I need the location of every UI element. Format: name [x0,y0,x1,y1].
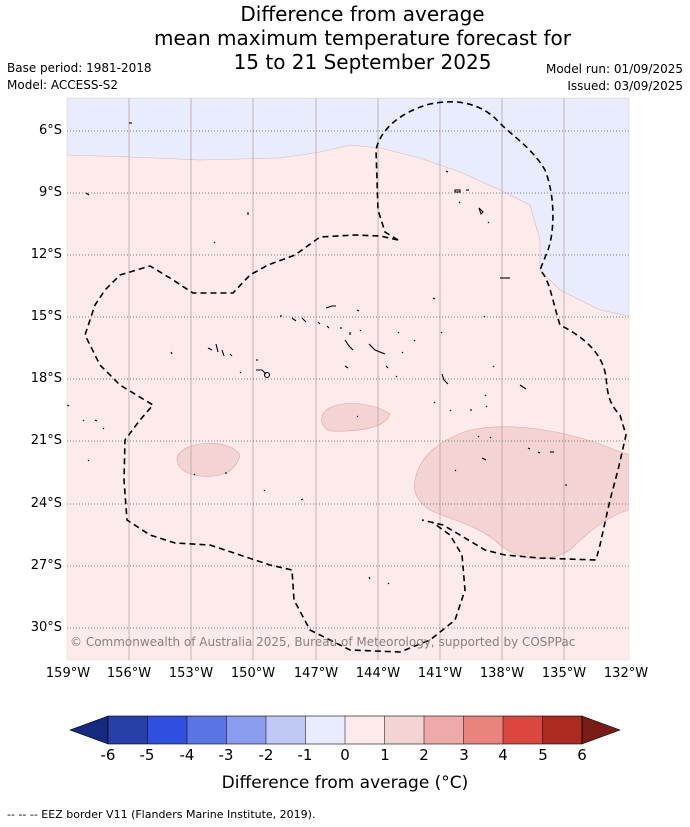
colorbar-tick: -3 [218,746,234,764]
colorbar-segment [463,716,503,744]
lon-label-141w: 141°W [417,666,463,681]
colorbar-segment [108,716,148,744]
islands [67,122,567,585]
colorbar-tick: 3 [459,746,469,764]
lon-label-159w: 159°W [45,666,91,681]
colorbar-segment [305,716,345,744]
lon-label-132w: 132°W [603,666,649,681]
eez-footnote: -- -- -- EEZ border V11 (Flanders Marine… [7,808,316,821]
colorbar-segment [542,716,582,744]
colorbar [69,715,621,745]
colorbar-segment [187,716,227,744]
lat-label-27s: 27°S [30,558,62,573]
colorbar-tick: 5 [538,746,548,764]
colorbar-tick: 2 [419,746,429,764]
lon-label-138w: 138°W [479,666,525,681]
issued-date: Issued: 03/09/2025 [567,79,683,93]
anomaly-zone-cool [67,98,629,317]
colorbar-segment [266,716,306,744]
map-title: Difference from average mean maximum tem… [0,2,690,74]
lat-label-18s: 18°S [30,371,62,386]
model-run: Model run: 01/09/2025 [545,62,683,76]
colorbar-segment [424,716,464,744]
colorbar-tick: 4 [498,746,508,764]
latitude-gridlines [67,130,629,629]
colorbar-over-arrow [581,715,621,745]
lon-label-147w: 147°W [293,666,339,681]
meta-right: Model run: 01/09/2025 Issued: 03/09/2025 [546,61,683,95]
colorbar-tick: 0 [340,746,350,764]
copyright-note: © Commonwealth of Australia 2025, Bureau… [70,635,575,649]
lon-label-153w: 153°W [168,666,214,681]
meta-left: Base period: 1981-2018 Model: ACCESS-S2 [7,60,152,94]
colorbar-segment [384,716,424,744]
colorbar-segment [147,716,187,744]
colorbar-tick: -1 [297,746,313,764]
lat-label-30s: 30°S [30,620,62,635]
colorbar-under-arrow [69,715,109,745]
anomaly-patch-1 [176,443,241,477]
lat-label-9s: 9°S [38,185,62,200]
title-line-3: 15 to 21 September 2025 [233,50,492,74]
lat-label-15s: 15°S [30,309,62,324]
anomaly-patch-2 [321,403,391,432]
colorbar-segment [226,716,266,744]
title-line-1: Difference from average [240,2,485,26]
colorbar-segment [345,716,385,744]
base-period: Base period: 1981-2018 [7,61,152,75]
lon-label-156w: 156°W [106,666,152,681]
colorbar-tick: 1 [380,746,390,764]
colorbar-tick: -2 [258,746,274,764]
anomaly-patch-3 [414,426,629,560]
lon-label-150w: 150°W [230,666,276,681]
colorbar-label: Difference from average (°C) [221,773,469,793]
colorbar-tick: -4 [179,746,195,764]
lat-label-21s: 21°S [30,433,62,448]
colorbar-tick: 6 [577,746,587,764]
colorbar-segment [503,716,543,744]
lat-label-6s: 6°S [38,123,62,138]
map-frame [66,97,630,661]
lon-label-144w: 144°W [355,666,401,681]
lon-label-135w: 135°W [541,666,587,681]
lat-label-12s: 12°S [30,247,62,262]
colorbar-tick: -5 [139,746,155,764]
eez-border [84,101,627,653]
title-line-2: mean maximum temperature forecast for [153,26,571,50]
lat-label-24s: 24°S [30,496,62,511]
colorbar-tick: -6 [100,746,116,764]
model-name: Model: ACCESS-S2 [7,78,119,92]
